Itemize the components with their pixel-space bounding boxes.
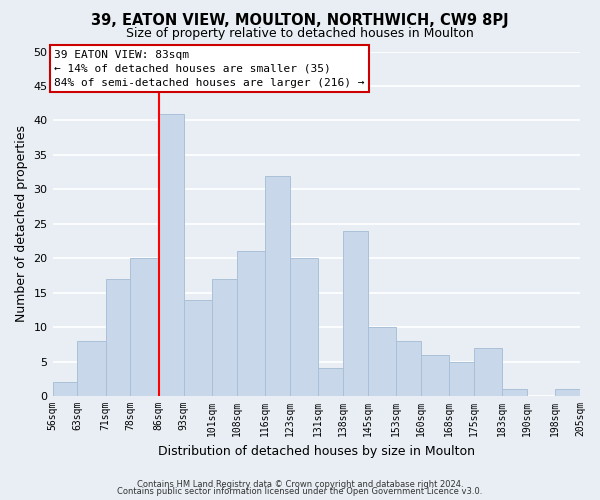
Bar bbox=[421, 354, 449, 396]
Text: 39, EATON VIEW, MOULTON, NORTHWICH, CW9 8PJ: 39, EATON VIEW, MOULTON, NORTHWICH, CW9 … bbox=[91, 12, 509, 28]
Bar bbox=[368, 327, 396, 396]
Y-axis label: Number of detached properties: Number of detached properties bbox=[15, 126, 28, 322]
Bar bbox=[159, 114, 184, 396]
X-axis label: Distribution of detached houses by size in Moulton: Distribution of detached houses by size … bbox=[158, 444, 475, 458]
Bar bbox=[236, 252, 265, 396]
Bar bbox=[130, 258, 159, 396]
Bar bbox=[449, 362, 474, 396]
Text: Contains public sector information licensed under the Open Government Licence v3: Contains public sector information licen… bbox=[118, 488, 482, 496]
Bar bbox=[265, 176, 290, 396]
Bar bbox=[474, 348, 502, 396]
Bar bbox=[77, 341, 106, 396]
Text: 39 EATON VIEW: 83sqm
← 14% of detached houses are smaller (35)
84% of semi-detac: 39 EATON VIEW: 83sqm ← 14% of detached h… bbox=[55, 50, 365, 88]
Text: Size of property relative to detached houses in Moulton: Size of property relative to detached ho… bbox=[126, 28, 474, 40]
Bar bbox=[53, 382, 77, 396]
Bar bbox=[502, 389, 527, 396]
Text: Contains HM Land Registry data © Crown copyright and database right 2024.: Contains HM Land Registry data © Crown c… bbox=[137, 480, 463, 489]
Bar bbox=[290, 258, 318, 396]
Bar bbox=[396, 341, 421, 396]
Bar bbox=[212, 279, 236, 396]
Bar bbox=[555, 389, 580, 396]
Bar bbox=[343, 230, 368, 396]
Bar bbox=[318, 368, 343, 396]
Bar bbox=[106, 279, 130, 396]
Bar bbox=[184, 300, 212, 396]
